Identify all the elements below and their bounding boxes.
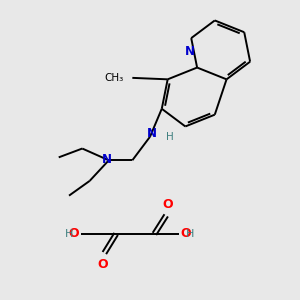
Text: CH₃: CH₃ [104,73,124,83]
Text: O: O [69,227,79,240]
Text: H: H [65,229,74,239]
Text: H: H [186,229,194,239]
Text: N: N [185,45,195,58]
Text: O: O [98,258,108,272]
Text: H: H [166,132,174,142]
Text: O: O [162,198,173,211]
Text: N: N [102,153,112,166]
Text: O: O [180,227,191,240]
Text: N: N [146,127,157,140]
